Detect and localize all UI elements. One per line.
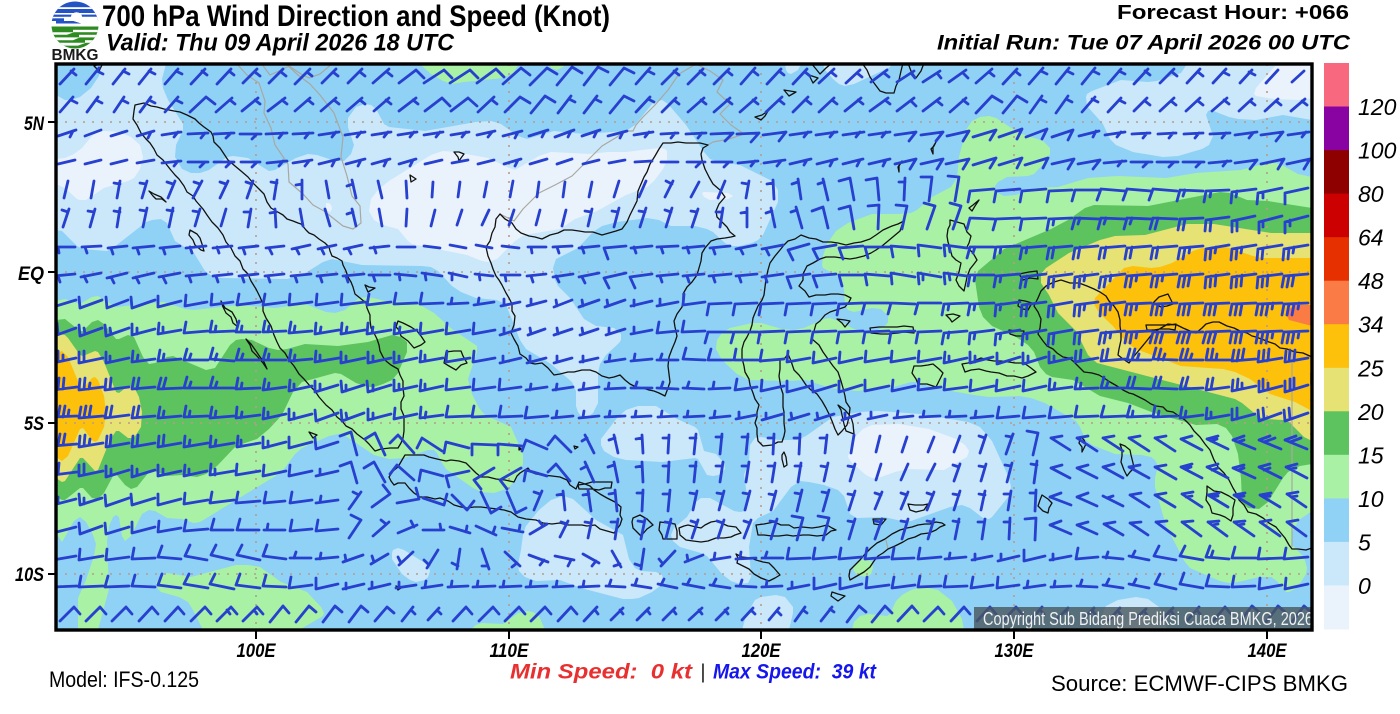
svg-text:5S: 5S bbox=[24, 414, 44, 435]
svg-text:Source: ECMWF-CIPS BMKG: Source: ECMWF-CIPS BMKG bbox=[1051, 671, 1348, 696]
svg-text:Copyright Sub Bidang Prediksi: Copyright Sub Bidang Prediksi Cuaca BMKG… bbox=[983, 609, 1313, 629]
svg-text:Initial Run: Tue 07 April 2026: Initial Run: Tue 07 April 2026 00 UTC bbox=[937, 32, 1351, 55]
svg-text:110E: 110E bbox=[490, 641, 530, 662]
svg-text:80: 80 bbox=[1358, 181, 1384, 207]
svg-text:48: 48 bbox=[1358, 268, 1384, 294]
svg-text:130E: 130E bbox=[995, 641, 1035, 662]
svg-text:Valid: Thu 09 April 2026 18 UT: Valid: Thu 09 April 2026 18 UTC bbox=[106, 30, 455, 57]
svg-text:0: 0 bbox=[1358, 573, 1371, 599]
svg-text:5N: 5N bbox=[24, 114, 45, 135]
svg-text:10S: 10S bbox=[15, 565, 44, 586]
svg-text:Max Speed: 39 kt: Max Speed: 39 kt bbox=[713, 661, 877, 684]
svg-text:10: 10 bbox=[1358, 486, 1384, 512]
svg-text:20: 20 bbox=[1357, 399, 1384, 425]
svg-text:|: | bbox=[700, 662, 705, 684]
svg-text:Min Speed: 0 kt: Min Speed: 0 kt bbox=[510, 661, 693, 684]
svg-text:5: 5 bbox=[1358, 529, 1371, 555]
svg-text:BMKG: BMKG bbox=[52, 47, 99, 64]
svg-text:120E: 120E bbox=[742, 641, 782, 662]
svg-text:140E: 140E bbox=[1248, 641, 1288, 662]
svg-text:100E: 100E bbox=[237, 641, 277, 662]
svg-text:Model: IFS-0.125: Model: IFS-0.125 bbox=[49, 667, 199, 692]
svg-text:25: 25 bbox=[1357, 355, 1384, 381]
svg-text:64: 64 bbox=[1358, 225, 1384, 251]
svg-text:700 hPa Wind Direction and Spe: 700 hPa Wind Direction and Speed (Knot) bbox=[102, 0, 610, 33]
svg-text:100: 100 bbox=[1358, 138, 1397, 164]
svg-text:120: 120 bbox=[1358, 94, 1397, 120]
svg-text:Forecast Hour: +066: Forecast Hour: +066 bbox=[1117, 2, 1349, 24]
svg-text:EQ: EQ bbox=[18, 264, 44, 285]
svg-text:34: 34 bbox=[1358, 312, 1384, 338]
svg-text:15: 15 bbox=[1358, 442, 1384, 468]
